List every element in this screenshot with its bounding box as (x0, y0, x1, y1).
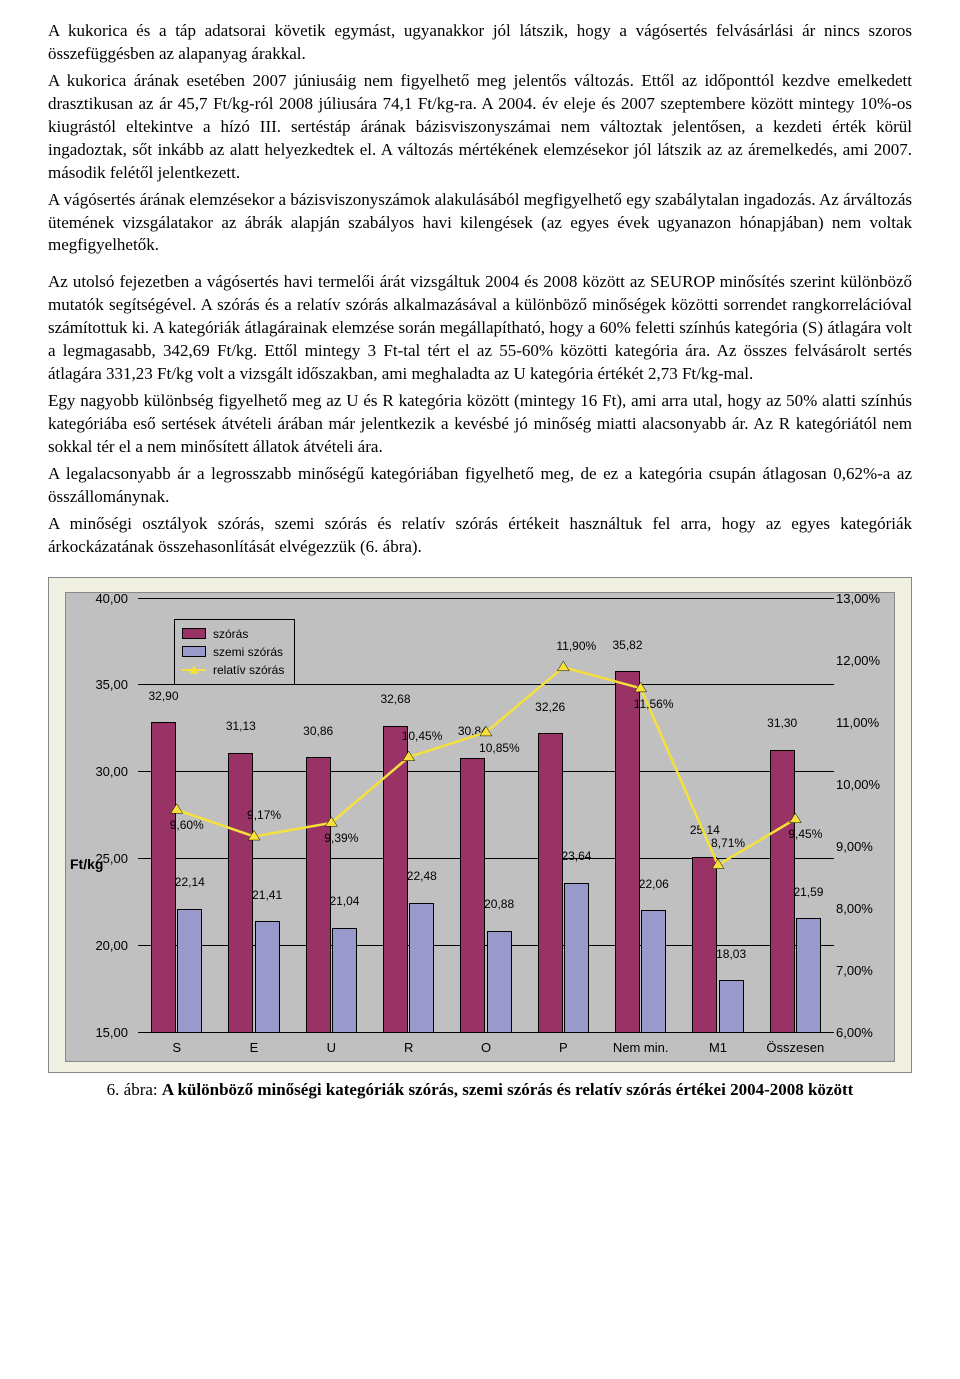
bar-szemi (332, 928, 357, 1033)
y-right-tick-label: 6,00% (836, 1024, 890, 1042)
chart-container: Ft/kg 32,9022,1431,1321,4130,8621,0432,6… (48, 577, 912, 1073)
bar-szemi (796, 918, 821, 1032)
x-tick-label: Nem min. (613, 1039, 669, 1057)
y-left-tick-label: 40,00 (80, 590, 128, 608)
bar-szoras (538, 733, 563, 1033)
legend-item-relativ: relatív szórás (182, 661, 284, 679)
paragraph-2: A kukorica árának esetében 2007 júniusái… (48, 70, 912, 185)
line-relativ-label: 10,85% (479, 740, 520, 756)
y-left-tick-label: 25,00 (80, 850, 128, 868)
legend-item-szoras: szórás (182, 625, 284, 643)
line-relativ-label: 9,45% (788, 826, 822, 842)
legend-line-relativ (182, 664, 206, 676)
y-right-tick-label: 13,00% (836, 590, 890, 608)
bar-szemi-label: 20,88 (484, 896, 514, 912)
x-tick-label: U (327, 1039, 336, 1057)
bar-szemi (564, 883, 589, 1033)
y-right-tick-label: 11,00% (836, 714, 890, 732)
bar-szemi (641, 910, 666, 1033)
chart-gridline (138, 598, 834, 599)
y-left-tick-label: 30,00 (80, 763, 128, 781)
y-left-tick-label: 35,00 (80, 677, 128, 695)
line-relativ-label: 9,60% (170, 817, 204, 833)
bar-szoras-label: 31,30 (767, 715, 797, 731)
bar-szemi-label: 22,06 (639, 876, 669, 892)
bar-szoras (151, 722, 176, 1033)
y-right-tick-label: 12,00% (836, 652, 890, 670)
bar-szemi-label: 22,14 (175, 874, 205, 890)
legend-label-szemi: szemi szórás (213, 644, 283, 660)
bar-szoras-label: 35,82 (613, 637, 643, 653)
chart-legend: szórás szemi szórás relatív szórás (174, 619, 295, 685)
bar-szemi (255, 921, 280, 1032)
paragraph-4: Az utolsó fejezetben a vágósertés havi t… (48, 271, 912, 386)
bar-szemi-label: 18,03 (716, 945, 746, 961)
x-tick-label: Összesen (766, 1039, 824, 1057)
legend-label-szoras: szórás (213, 626, 248, 642)
x-tick-label: P (559, 1039, 568, 1057)
bar-szoras (306, 757, 331, 1032)
legend-swatch-szemi (182, 646, 206, 657)
caption-prefix: 6. ábra: (107, 1080, 162, 1099)
y-left-tick-label: 15,00 (80, 1024, 128, 1042)
bar-szoras (615, 671, 640, 1032)
bar-szoras-label: 32,90 (149, 687, 179, 703)
x-tick-label: O (481, 1039, 491, 1057)
bar-szoras-label: 32,26 (535, 698, 565, 714)
bar-szoras (460, 758, 485, 1033)
paragraph-7: A minőségi osztályok szórás, szemi szórá… (48, 513, 912, 559)
paragraph-6: A legalacsonyabb ár a legrosszabb minősé… (48, 463, 912, 509)
line-relativ-label: 11,56% (634, 696, 674, 712)
chart-plot-background: Ft/kg 32,9022,1431,1321,4130,8621,0432,6… (65, 592, 895, 1062)
bar-szoras (692, 857, 717, 1033)
bar-szemi-label: 23,64 (561, 848, 591, 864)
bar-szemi (719, 980, 744, 1033)
line-relativ-label: 11,90% (556, 638, 596, 654)
x-tick-label: S (172, 1039, 181, 1057)
x-tick-label: E (250, 1039, 259, 1057)
legend-swatch-szoras (182, 628, 206, 639)
y-right-tick-label: 8,00% (836, 900, 890, 918)
bar-szoras-label: 31,13 (226, 718, 256, 734)
legend-label-relativ: relatív szórás (213, 662, 284, 678)
bar-szoras-label: 32,68 (381, 691, 411, 707)
paragraph-5: Egy nagyobb különbség figyelhető meg az … (48, 390, 912, 459)
bar-szoras (770, 750, 795, 1033)
legend-item-szemi: szemi szórás (182, 643, 284, 661)
paragraph-1: A kukorica és a táp adatsorai követik eg… (48, 20, 912, 66)
caption-bold: A különböző minőségi kategóriák szórás, … (162, 1080, 853, 1099)
bar-szemi (487, 931, 512, 1033)
y-left-tick-label: 20,00 (80, 937, 128, 955)
paragraph-3: A vágósertés árának elemzésekor a bázisv… (48, 189, 912, 258)
y-right-tick-label: 10,00% (836, 776, 890, 794)
line-relativ-label: 8,71% (711, 835, 745, 851)
chart-caption: 6. ábra: A különböző minőségi kategóriák… (48, 1079, 912, 1102)
bar-szoras-label: 30,86 (303, 723, 333, 739)
x-tick-label: M1 (709, 1039, 727, 1057)
bar-szemi (177, 909, 202, 1033)
bar-szoras (383, 726, 408, 1033)
y-right-tick-label: 9,00% (836, 838, 890, 856)
bar-szemi-label: 21,41 (252, 887, 282, 903)
line-relativ-label: 9,17% (247, 807, 281, 823)
x-tick-label: R (404, 1039, 413, 1057)
bar-szemi (409, 903, 434, 1033)
bar-szemi-label: 21,04 (329, 893, 359, 909)
bar-szoras (228, 753, 253, 1033)
bar-szoras-label: 30,84 (458, 723, 488, 739)
y-right-tick-label: 7,00% (836, 962, 890, 980)
line-relativ-label: 9,39% (324, 830, 358, 846)
bar-szemi-label: 21,59 (793, 884, 823, 900)
line-relativ-label: 10,45% (402, 728, 443, 744)
bar-szemi-label: 22,48 (407, 868, 437, 884)
